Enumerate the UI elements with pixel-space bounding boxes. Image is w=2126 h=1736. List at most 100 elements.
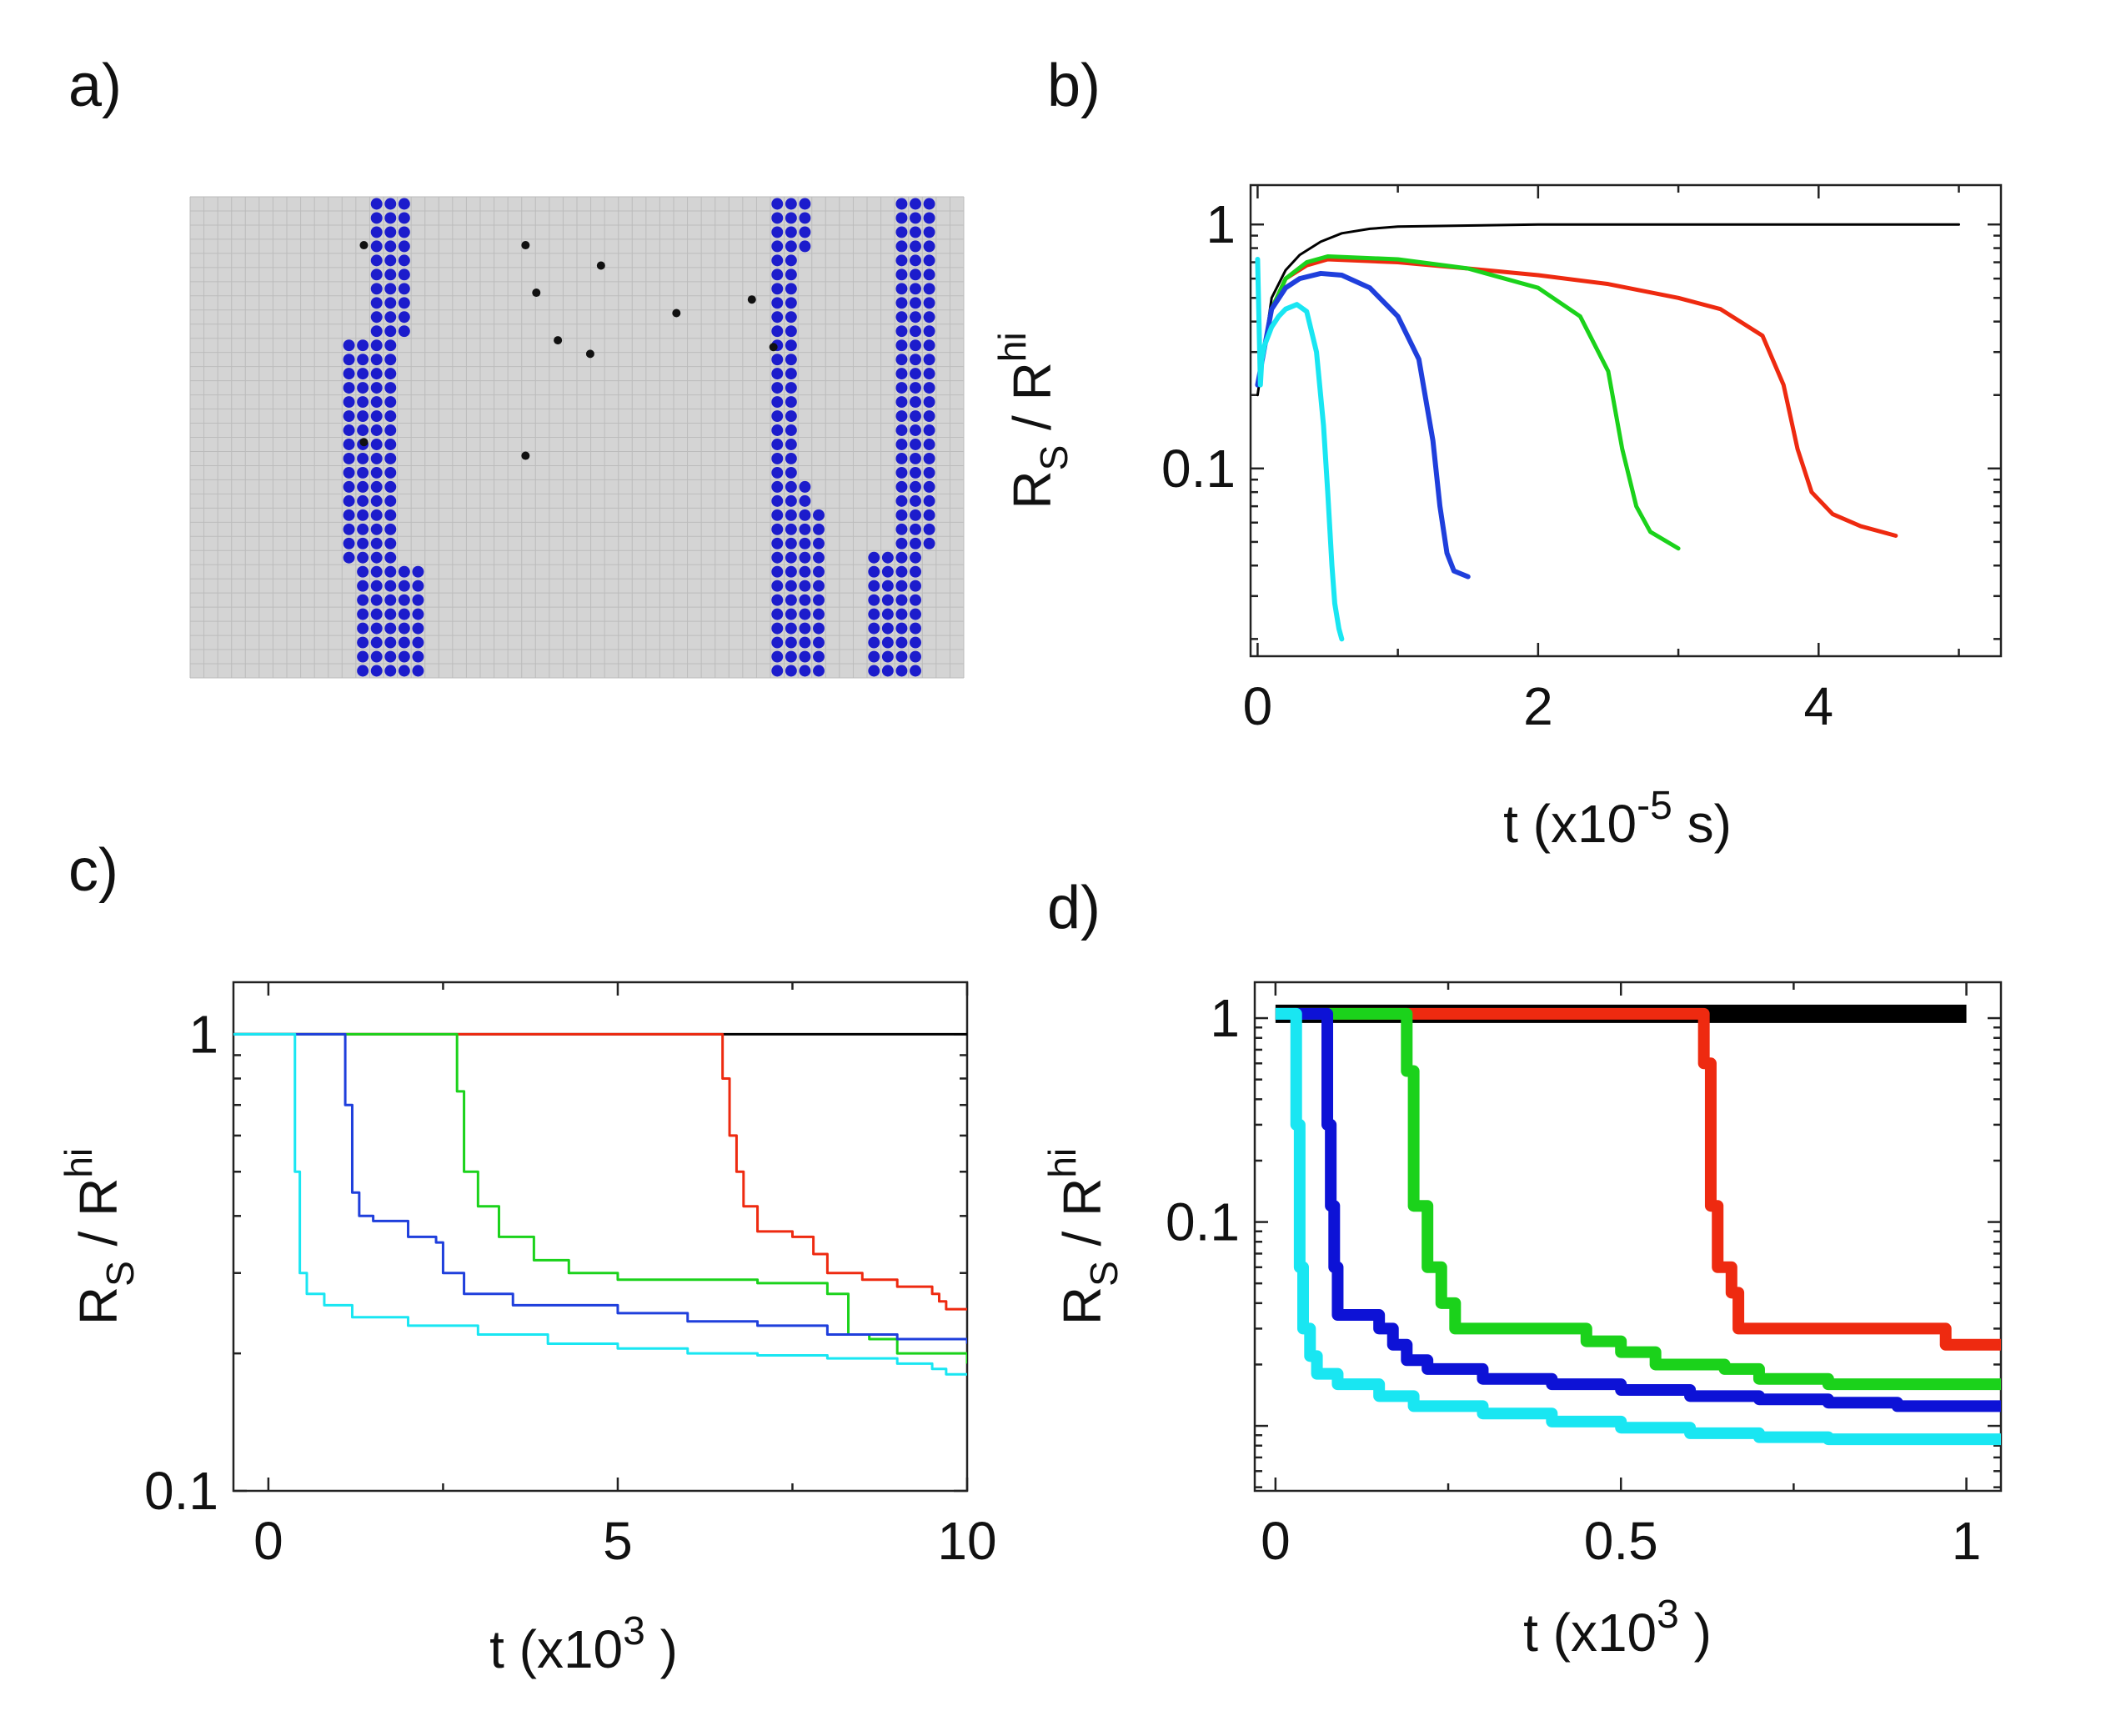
series-line-red: [1255, 257, 1898, 539]
series-group: [1255, 223, 1961, 642]
filament-site: [895, 254, 908, 267]
filament-site: [785, 452, 797, 464]
filament-site: [384, 565, 397, 578]
filament-site: [895, 636, 908, 649]
filament-site: [398, 240, 410, 253]
filament-site: [357, 594, 369, 606]
filament-site: [910, 283, 921, 295]
filament-site: [910, 480, 921, 493]
filament-site: [398, 198, 410, 210]
filament-site: [923, 325, 935, 338]
plot-frame: [1253, 981, 2003, 1493]
series-line-green: [1255, 253, 1681, 551]
x-axis-label: t (x103 ): [489, 1609, 678, 1679]
filament-site: [370, 410, 383, 423]
filament-site: [910, 636, 921, 649]
filament-site: [398, 608, 410, 620]
filament-site: [343, 509, 355, 521]
filament-site: [813, 622, 825, 635]
filament-site: [910, 494, 921, 507]
filament-site: [910, 551, 921, 564]
filament-site: [370, 424, 383, 436]
filament-site: [868, 622, 880, 635]
filament-site: [910, 339, 921, 352]
filament-site: [370, 212, 383, 224]
filament-site: [785, 325, 797, 338]
filament-site: [785, 382, 797, 394]
filament-site: [785, 523, 797, 535]
filament-site: [398, 212, 410, 224]
filament-site: [923, 537, 935, 549]
filament-site: [771, 424, 784, 436]
filament-site: [357, 580, 369, 592]
filament-site: [785, 650, 797, 663]
filament-site: [771, 622, 784, 635]
filament-site: [370, 311, 383, 324]
filament-site: [910, 268, 921, 281]
filament-site: [771, 494, 784, 507]
filament-site: [923, 396, 935, 409]
filament-site: [771, 396, 784, 409]
filament-site: [771, 650, 784, 663]
filament-site: [412, 580, 424, 592]
series-line-blue: [233, 1032, 967, 1344]
filament-site: [370, 580, 383, 592]
filament-site: [384, 198, 397, 210]
filament-site: [370, 608, 383, 620]
filament-site: [895, 466, 908, 479]
filament-site: [771, 311, 784, 324]
filament-site: [868, 580, 880, 592]
filament-site: [799, 636, 811, 649]
filament-site: [813, 580, 825, 592]
filament-site: [799, 594, 811, 606]
filament-site: [785, 608, 797, 620]
filament-site: [384, 325, 397, 338]
filament-site: [799, 580, 811, 592]
filament-site: [895, 311, 908, 324]
filament-site: [370, 494, 383, 507]
filament-site: [923, 452, 935, 464]
filament-site: [398, 283, 410, 295]
series-line-red: [1275, 1007, 2001, 1351]
filament-site: [868, 665, 880, 677]
filament-site: [910, 452, 921, 464]
filament-site: [910, 608, 921, 620]
filament-site: [357, 382, 369, 394]
filament-site: [799, 509, 811, 521]
filament-site: [910, 537, 921, 549]
filament-site: [868, 608, 880, 620]
lattice-defect: [521, 451, 530, 460]
filament-site: [785, 480, 797, 493]
filament-site: [384, 254, 397, 267]
filament-site: [771, 283, 784, 295]
filament-site: [881, 650, 894, 663]
filament-site: [384, 382, 397, 394]
filament-site: [785, 509, 797, 521]
filament-site: [370, 537, 383, 549]
filament-site: [370, 382, 383, 394]
filament-site: [813, 650, 825, 663]
filament-site: [370, 297, 383, 309]
filament-site: [771, 439, 784, 450]
filament-site: [398, 311, 410, 324]
filament-site: [384, 636, 397, 649]
filament-site: [785, 212, 797, 224]
filament-site: [785, 551, 797, 564]
filament-site: [923, 311, 935, 324]
filament-site: [910, 212, 921, 224]
filament-site: [370, 523, 383, 535]
filament-site: [771, 565, 784, 578]
filament-site: [799, 480, 811, 493]
filament-site: [910, 580, 921, 592]
filament-site: [910, 240, 921, 253]
filament-site: [881, 580, 894, 592]
x-tick-label: 4: [1804, 676, 1834, 736]
filament-site: [384, 466, 397, 479]
filament-site: [370, 254, 383, 267]
lattice-defect: [672, 309, 681, 318]
filament-site: [881, 608, 894, 620]
filament-site: [895, 452, 908, 464]
filament-site: [412, 565, 424, 578]
series-line-green: [1275, 1007, 2001, 1391]
filament-site: [398, 226, 410, 238]
